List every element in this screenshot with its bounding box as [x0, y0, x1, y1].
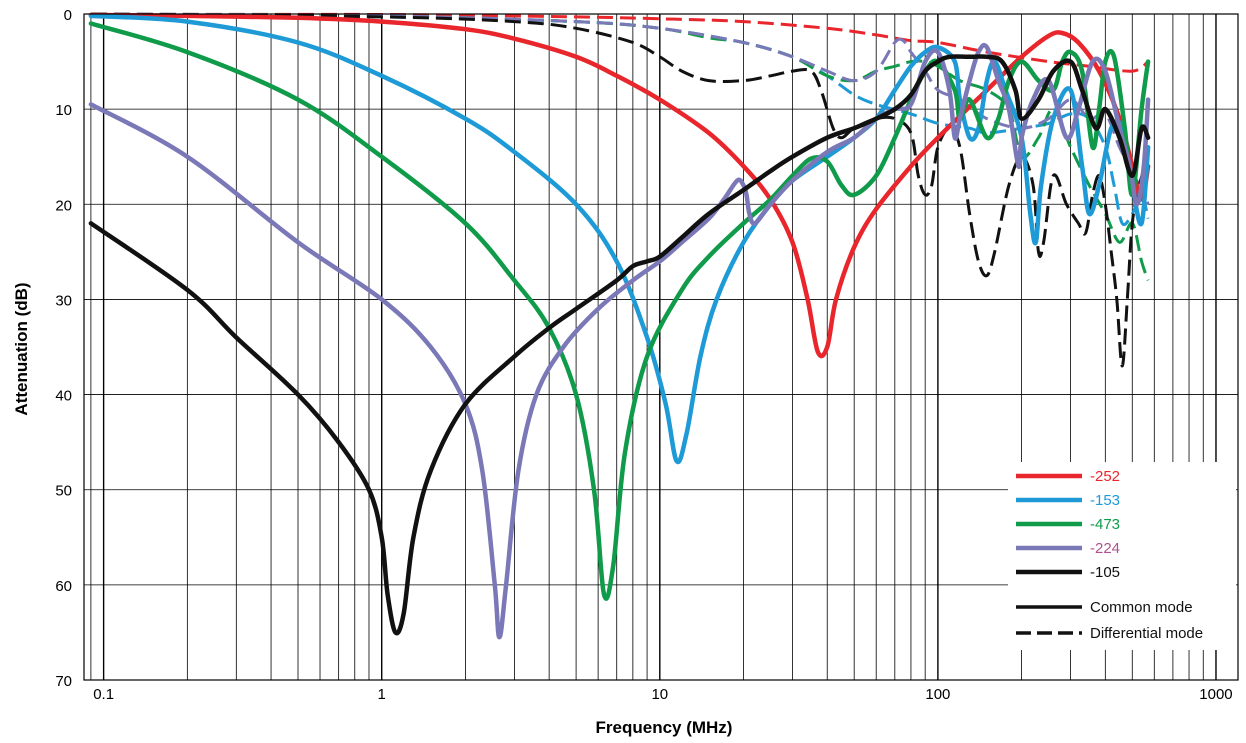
series-lines	[88, 12, 1151, 640]
legend-mode-label: Common mode	[1090, 599, 1193, 616]
y-tick-label: 60	[55, 578, 72, 595]
legend-mode-label: Differential mode	[1090, 625, 1203, 642]
x-axis-title: Frequency (MHz)	[596, 718, 733, 737]
y-tick-label: 10	[55, 102, 72, 119]
x-tick-label: 100	[925, 686, 950, 703]
y-tick-label: 20	[55, 197, 72, 214]
legend-box	[1008, 462, 1236, 650]
x-tick-label: 1	[378, 686, 386, 703]
series-line-224-common	[88, 42, 1151, 640]
x-tick-label: 1000	[1199, 686, 1232, 703]
series-line-252-common	[88, 12, 1151, 359]
legend-label: -153	[1090, 492, 1120, 509]
x-tick-label: 0.1	[93, 686, 114, 703]
y-tick-label: 30	[55, 292, 72, 309]
series-line-153-differential	[90, 12, 1150, 227]
legend-label: -473	[1090, 516, 1120, 533]
series-line-105-common	[88, 54, 1151, 636]
y-axis-title: Attenuation (dB)	[12, 282, 31, 415]
series-line-153-common	[88, 13, 1151, 465]
y-tick-label: 70	[55, 673, 72, 690]
series-line-252-differential	[90, 12, 1150, 73]
legend-label: -252	[1090, 468, 1120, 485]
y-tick-label: 50	[55, 483, 72, 500]
series-line-473-common	[88, 21, 1151, 601]
legend: -252 -153 -473 -224 -105 Common mode Different…	[1008, 462, 1236, 650]
plot-frame	[83, 13, 1239, 681]
legend-label: -224	[1090, 540, 1120, 557]
axes: 0.1 1 10 100 1000 0 10 20 30 40 50 60 70	[55, 7, 1239, 703]
y-tick-label: 0	[64, 7, 72, 24]
x-tick-label: 10	[651, 686, 668, 703]
legend-label: -105	[1090, 564, 1120, 581]
y-tick-label: 40	[55, 388, 72, 405]
